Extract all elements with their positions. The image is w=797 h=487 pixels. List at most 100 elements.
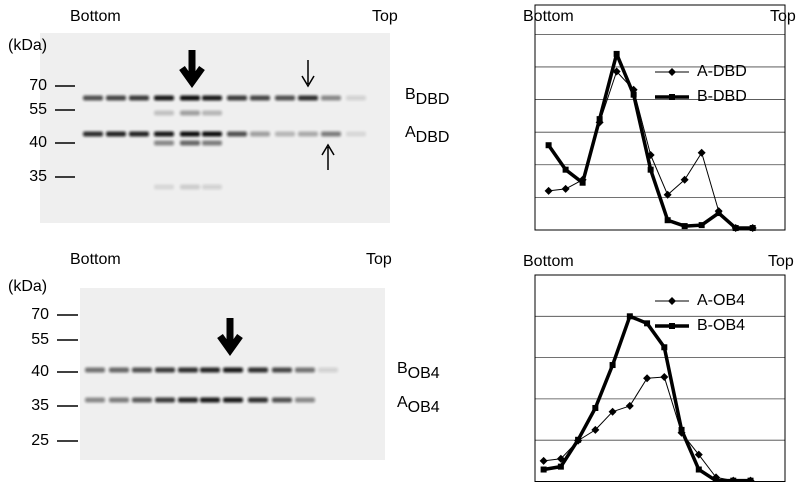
marker-label: 55 bbox=[31, 331, 49, 348]
point bbox=[610, 362, 616, 368]
band bbox=[109, 368, 129, 373]
point bbox=[626, 402, 634, 410]
band bbox=[298, 132, 318, 137]
marker-label: 70 bbox=[29, 77, 47, 94]
legend-label: B-OB4 bbox=[697, 317, 745, 334]
band bbox=[154, 141, 174, 146]
start-label: Bottom bbox=[523, 8, 574, 25]
band-name: B bbox=[405, 86, 416, 103]
legend-marker bbox=[668, 68, 676, 76]
band bbox=[202, 132, 222, 137]
band bbox=[83, 132, 103, 137]
band bbox=[248, 398, 268, 403]
start-label: Bottom bbox=[523, 253, 574, 270]
band bbox=[154, 132, 174, 137]
marker-label: 40 bbox=[29, 134, 47, 151]
bottom-label: Bottom bbox=[70, 251, 121, 268]
band bbox=[227, 96, 247, 101]
marker-label: 40 bbox=[31, 363, 49, 380]
band bbox=[275, 132, 295, 137]
band bbox=[154, 111, 174, 116]
band-subscript: OB4 bbox=[408, 399, 440, 416]
point bbox=[679, 427, 685, 433]
band bbox=[248, 368, 268, 373]
point bbox=[733, 225, 739, 231]
band-label: ADBD bbox=[405, 124, 449, 146]
legend-marker bbox=[669, 323, 675, 329]
band-subscript: DBD bbox=[416, 129, 450, 146]
band bbox=[85, 368, 105, 373]
point bbox=[540, 457, 548, 465]
band bbox=[321, 132, 341, 137]
band bbox=[275, 96, 295, 101]
band bbox=[318, 368, 338, 373]
band bbox=[298, 96, 318, 101]
band bbox=[295, 368, 315, 373]
band bbox=[250, 132, 270, 137]
marker-label: 35 bbox=[29, 168, 47, 185]
point bbox=[716, 210, 722, 216]
point bbox=[648, 167, 654, 173]
point bbox=[614, 51, 620, 57]
point bbox=[643, 374, 651, 382]
figure: BottomTop(kDa)70554035BDBDADBDBottomTop(… bbox=[0, 0, 797, 482]
band bbox=[250, 96, 270, 101]
point bbox=[562, 185, 570, 193]
band bbox=[132, 368, 152, 373]
point bbox=[713, 478, 719, 482]
legend-label: B-DBD bbox=[697, 88, 747, 105]
point bbox=[575, 437, 581, 443]
band bbox=[200, 398, 220, 403]
unit-label: (kDa) bbox=[8, 278, 47, 295]
band bbox=[83, 96, 103, 101]
band bbox=[132, 398, 152, 403]
band bbox=[223, 368, 243, 373]
bottom-label: Bottom bbox=[70, 8, 121, 25]
end-label: Top bbox=[768, 253, 794, 270]
point bbox=[696, 467, 702, 473]
point bbox=[665, 217, 671, 223]
band-name: B bbox=[397, 360, 408, 377]
point bbox=[580, 180, 586, 186]
band bbox=[202, 111, 222, 116]
band bbox=[109, 398, 129, 403]
band bbox=[180, 141, 200, 146]
legend-label: A-OB4 bbox=[697, 292, 745, 309]
blot-membrane bbox=[80, 288, 385, 460]
point bbox=[631, 92, 637, 98]
point bbox=[597, 116, 603, 122]
point bbox=[558, 464, 564, 470]
point bbox=[699, 222, 705, 228]
band bbox=[129, 132, 149, 137]
band bbox=[223, 398, 243, 403]
top-label: Top bbox=[372, 8, 398, 25]
band bbox=[346, 132, 366, 137]
point bbox=[682, 223, 688, 229]
point bbox=[660, 373, 668, 381]
band bbox=[155, 398, 175, 403]
band bbox=[180, 111, 200, 116]
series-line bbox=[544, 316, 751, 480]
marker-label: 55 bbox=[29, 101, 47, 118]
point bbox=[545, 187, 553, 195]
series-line bbox=[544, 377, 751, 481]
legend-marker bbox=[669, 94, 675, 100]
band-subscript: DBD bbox=[416, 91, 450, 108]
unit-label: (kDa) bbox=[8, 37, 47, 54]
band bbox=[202, 141, 222, 146]
band bbox=[295, 398, 315, 403]
band bbox=[180, 132, 200, 137]
point bbox=[541, 467, 547, 473]
band bbox=[106, 96, 126, 101]
band bbox=[180, 185, 200, 190]
point bbox=[546, 142, 552, 148]
band-label: BDBD bbox=[405, 86, 449, 108]
band bbox=[154, 96, 174, 101]
band bbox=[180, 96, 200, 101]
point bbox=[563, 167, 569, 173]
band bbox=[346, 96, 366, 101]
band bbox=[85, 398, 105, 403]
point bbox=[661, 344, 667, 350]
marker-label: 70 bbox=[31, 306, 49, 323]
end-label: Top bbox=[770, 8, 796, 25]
